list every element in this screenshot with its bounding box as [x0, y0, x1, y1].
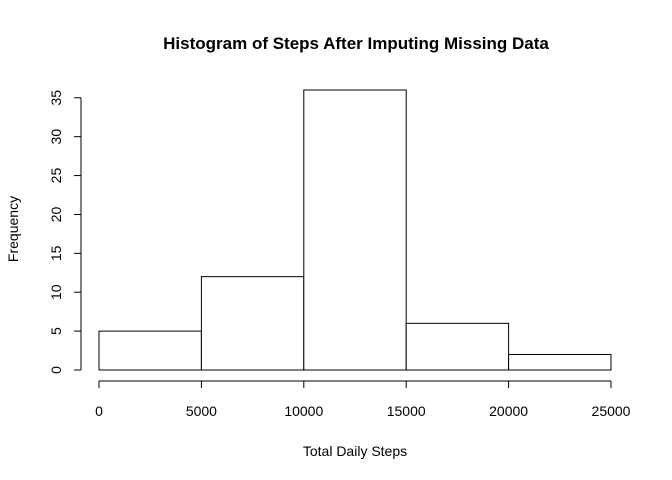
chart-title: Histogram of Steps After Imputing Missin…: [163, 34, 549, 53]
y-tick-label: 10: [48, 284, 64, 300]
x-tick-label: 20000: [489, 403, 528, 419]
histogram-bar-3: [303, 89, 407, 371]
y-tick-label: 0: [48, 366, 64, 374]
histogram-bar-4: [405, 322, 510, 371]
histogram-bar-1: [98, 330, 202, 371]
x-tick-label: 15000: [387, 403, 426, 419]
x-tick-label: 25000: [592, 403, 631, 419]
y-axis-label: Frequency: [5, 196, 21, 262]
x-tick-label: 0: [95, 403, 103, 419]
histogram-bar-2: [200, 276, 305, 371]
y-tick-label: 25: [48, 168, 64, 184]
y-axis: 0 5 10 15 20 25 30 35: [48, 90, 82, 374]
x-axis: 0 5000 10000 15000 20000 25000: [95, 380, 631, 419]
x-tick-label: 10000: [284, 403, 323, 419]
x-tick-label: 5000: [186, 403, 217, 419]
y-tick-label: 5: [48, 327, 64, 335]
x-axis-label: Total Daily Steps: [303, 443, 407, 459]
y-tick-label: 30: [48, 129, 64, 145]
histogram-bar-5: [508, 353, 612, 371]
bars-group: [98, 89, 612, 371]
y-tick-label: 20: [48, 206, 64, 222]
y-tick-label: 15: [48, 245, 64, 261]
y-tick-label: 35: [48, 90, 64, 106]
